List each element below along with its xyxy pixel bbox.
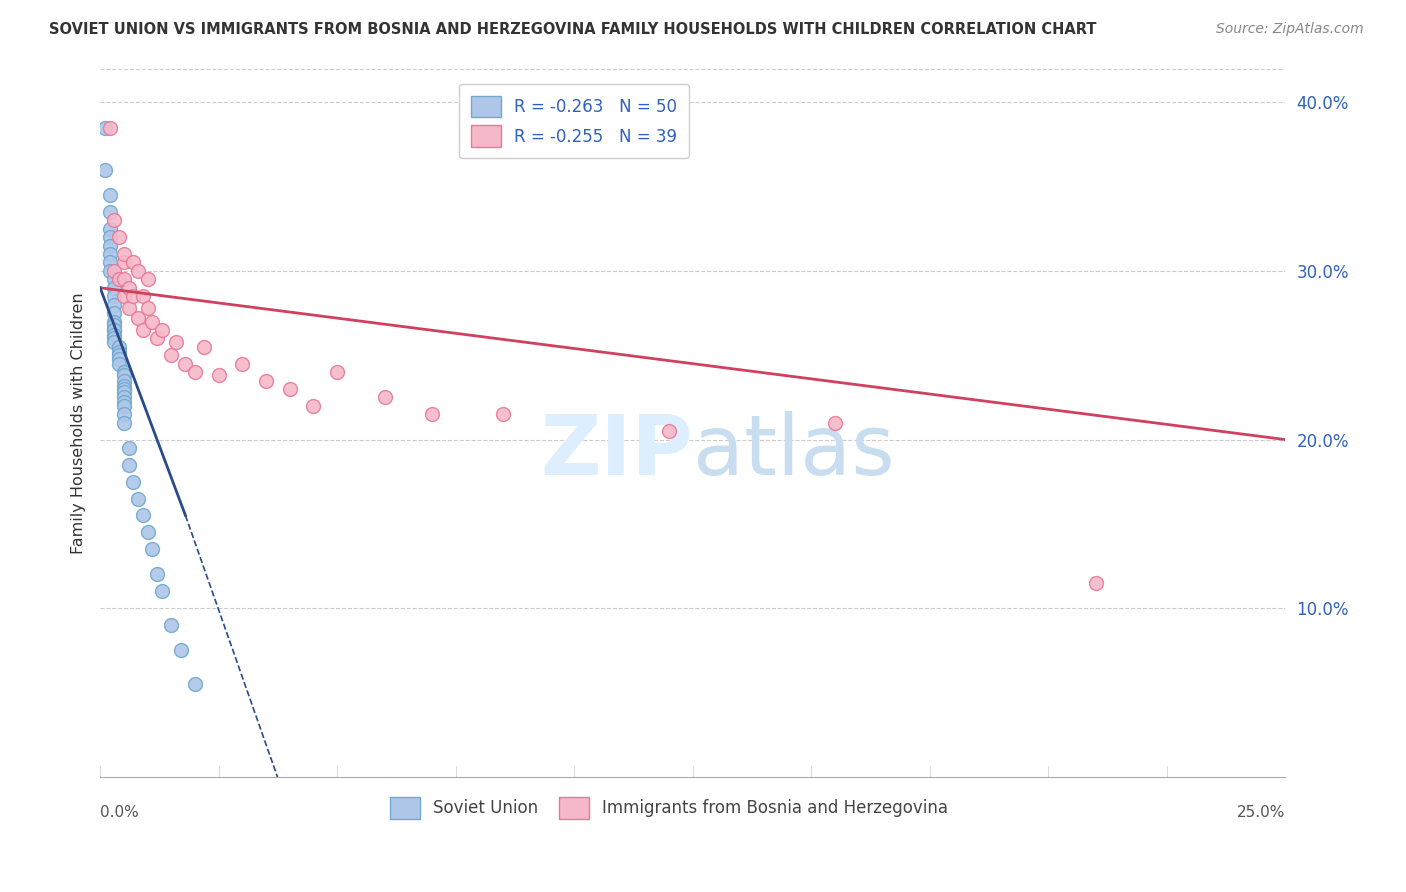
Point — [103, 264, 125, 278]
Point — [108, 340, 131, 354]
Point — [98, 230, 121, 244]
Point — [103, 323, 125, 337]
Point — [112, 382, 135, 396]
Point — [112, 365, 135, 379]
Point — [193, 340, 215, 354]
Point — [184, 365, 207, 379]
Point — [127, 311, 149, 326]
Point — [160, 618, 183, 632]
Point — [98, 255, 121, 269]
Point — [103, 314, 125, 328]
Point — [127, 491, 149, 506]
Point — [184, 677, 207, 691]
Point — [103, 331, 125, 345]
Point — [112, 385, 135, 400]
Point — [117, 281, 139, 295]
Point — [103, 213, 125, 227]
Point — [98, 188, 121, 202]
Point — [112, 374, 135, 388]
Point — [103, 281, 125, 295]
Point — [103, 289, 125, 303]
Text: 0.0%: 0.0% — [100, 805, 139, 821]
Point — [150, 323, 173, 337]
Point — [112, 395, 135, 409]
Point — [165, 334, 187, 349]
Point — [302, 399, 325, 413]
Point — [103, 306, 125, 320]
Text: 25.0%: 25.0% — [1237, 805, 1285, 821]
Point — [117, 458, 139, 472]
Point — [122, 255, 145, 269]
Point — [108, 357, 131, 371]
Point — [112, 272, 135, 286]
Point — [824, 416, 846, 430]
Point — [103, 272, 125, 286]
Point — [420, 407, 443, 421]
Point — [160, 348, 183, 362]
Point — [103, 318, 125, 332]
Point — [112, 247, 135, 261]
Point — [132, 508, 155, 523]
Point — [112, 407, 135, 421]
Point — [146, 567, 169, 582]
Point — [98, 221, 121, 235]
Point — [326, 365, 349, 379]
Text: SOVIET UNION VS IMMIGRANTS FROM BOSNIA AND HERZEGOVINA FAMILY HOUSEHOLDS WITH CH: SOVIET UNION VS IMMIGRANTS FROM BOSNIA A… — [49, 22, 1097, 37]
Point — [98, 247, 121, 261]
Text: Source: ZipAtlas.com: Source: ZipAtlas.com — [1216, 22, 1364, 37]
Point — [108, 230, 131, 244]
Point — [98, 238, 121, 252]
Point — [112, 378, 135, 392]
Point — [136, 272, 159, 286]
Point — [98, 264, 121, 278]
Point — [1084, 575, 1107, 590]
Y-axis label: Family Households with Children: Family Households with Children — [72, 292, 86, 554]
Point — [112, 391, 135, 405]
Point — [108, 348, 131, 362]
Point — [112, 399, 135, 413]
Point — [136, 525, 159, 540]
Text: ZIP: ZIP — [540, 410, 693, 491]
Point — [108, 344, 131, 359]
Text: atlas: atlas — [693, 410, 894, 491]
Point — [108, 272, 131, 286]
Point — [278, 382, 301, 396]
Point — [94, 162, 117, 177]
Point — [492, 407, 515, 421]
Point — [136, 301, 159, 315]
Point — [141, 542, 163, 557]
Point — [658, 424, 681, 438]
Point — [103, 328, 125, 343]
Point — [132, 323, 155, 337]
Point — [122, 475, 145, 489]
Point — [112, 368, 135, 383]
Point — [146, 331, 169, 345]
Point — [254, 374, 277, 388]
Legend: Soviet Union, Immigrants from Bosnia and Herzegovina: Soviet Union, Immigrants from Bosnia and… — [384, 790, 955, 825]
Point — [170, 643, 193, 657]
Point — [112, 416, 135, 430]
Point — [117, 441, 139, 455]
Point — [103, 323, 125, 337]
Point — [112, 289, 135, 303]
Point — [208, 368, 231, 383]
Point — [103, 298, 125, 312]
Point — [98, 205, 121, 219]
Point — [150, 584, 173, 599]
Point — [174, 357, 197, 371]
Point — [98, 120, 121, 135]
Point — [94, 120, 117, 135]
Point — [108, 351, 131, 366]
Point — [132, 289, 155, 303]
Point — [103, 334, 125, 349]
Point — [122, 289, 145, 303]
Point — [374, 391, 396, 405]
Point — [112, 255, 135, 269]
Point — [117, 301, 139, 315]
Point — [141, 314, 163, 328]
Point — [231, 357, 253, 371]
Point — [127, 264, 149, 278]
